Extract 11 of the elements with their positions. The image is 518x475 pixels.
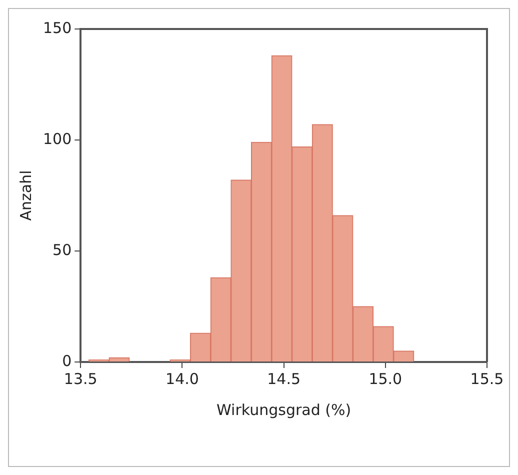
y-tick-label: 0 — [62, 352, 72, 370]
x-tick-label: 14.0 — [166, 370, 199, 388]
x-tick-label: 15.0 — [368, 370, 402, 388]
y-tick-label: 50 — [52, 240, 72, 259]
x-tick-label: 15.5 — [470, 370, 504, 388]
y-tick-label: 150 — [42, 18, 72, 37]
x-axis-title: Wirkungsgrad (%) — [216, 400, 352, 419]
y-axis-title: Anzahl — [16, 170, 35, 221]
x-tick-label: 14.5 — [267, 370, 301, 388]
x-tick-label: 13.5 — [64, 370, 98, 388]
y-tick-label: 100 — [42, 130, 72, 148]
